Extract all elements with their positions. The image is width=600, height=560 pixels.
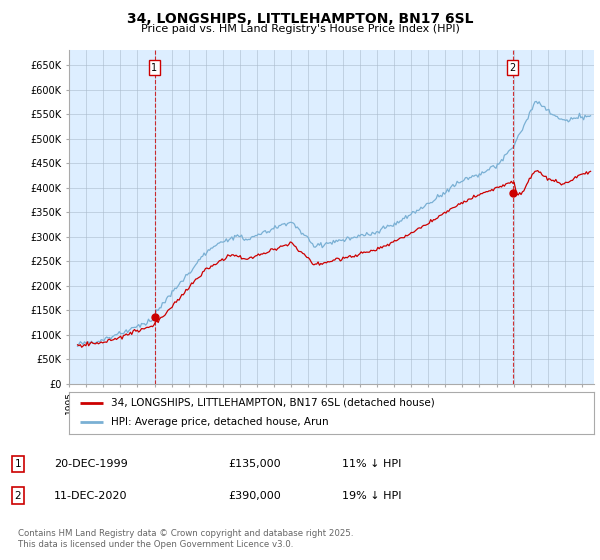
Text: 19% ↓ HPI: 19% ↓ HPI (342, 491, 401, 501)
Text: 1: 1 (151, 63, 158, 73)
Text: Contains HM Land Registry data © Crown copyright and database right 2025.
This d: Contains HM Land Registry data © Crown c… (18, 529, 353, 549)
Text: £390,000: £390,000 (228, 491, 281, 501)
Text: 1: 1 (14, 459, 22, 469)
Text: Price paid vs. HM Land Registry's House Price Index (HPI): Price paid vs. HM Land Registry's House … (140, 24, 460, 34)
Text: 2: 2 (14, 491, 22, 501)
Text: 20-DEC-1999: 20-DEC-1999 (54, 459, 128, 469)
Text: 11-DEC-2020: 11-DEC-2020 (54, 491, 128, 501)
Text: HPI: Average price, detached house, Arun: HPI: Average price, detached house, Arun (111, 417, 329, 427)
Text: 11% ↓ HPI: 11% ↓ HPI (342, 459, 401, 469)
Text: 2: 2 (509, 63, 516, 73)
Text: 34, LONGSHIPS, LITTLEHAMPTON, BN17 6SL (detached house): 34, LONGSHIPS, LITTLEHAMPTON, BN17 6SL (… (111, 398, 435, 408)
Text: 34, LONGSHIPS, LITTLEHAMPTON, BN17 6SL: 34, LONGSHIPS, LITTLEHAMPTON, BN17 6SL (127, 12, 473, 26)
Text: £135,000: £135,000 (228, 459, 281, 469)
